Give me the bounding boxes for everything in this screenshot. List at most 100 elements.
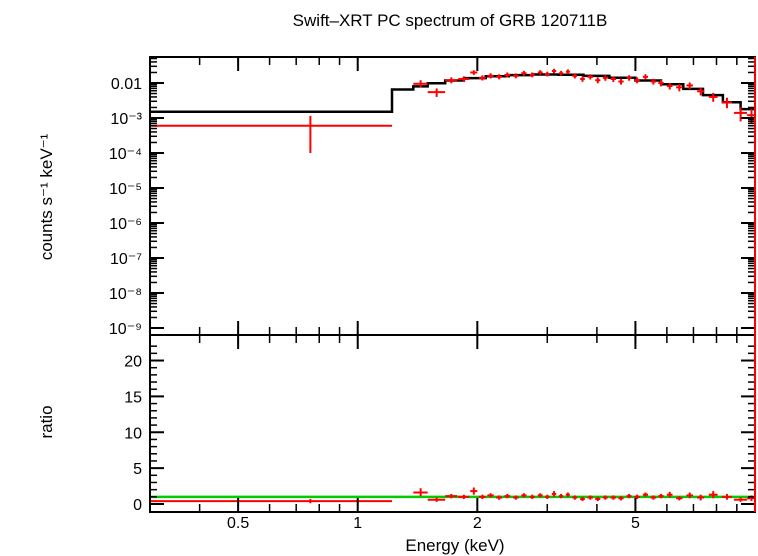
data-point [487, 73, 494, 79]
ratio-point [487, 493, 494, 498]
ratio-point [544, 494, 550, 499]
ratio-point [470, 487, 478, 495]
ratio-point [150, 498, 393, 504]
data-point [572, 73, 578, 79]
ratio-point [602, 495, 608, 500]
ratio-point [445, 493, 458, 499]
data-point [642, 74, 649, 80]
ratio-point [708, 491, 718, 499]
ratio-point [634, 494, 640, 499]
ratio-point [595, 496, 601, 502]
data-point [504, 72, 511, 78]
ratio-point [610, 495, 617, 500]
data-point [558, 70, 564, 76]
ratio-point [551, 491, 557, 497]
ratio-point [626, 493, 632, 499]
ratio-point [479, 494, 486, 499]
data-point [445, 77, 458, 84]
x-axis-label: Energy (keV) [405, 536, 504, 555]
top-y-tick-label: 0.01 [111, 76, 142, 93]
ratio-point [413, 488, 428, 497]
ratio-point [666, 491, 673, 498]
data-point [626, 75, 632, 81]
data-point [634, 77, 640, 84]
data-point [496, 74, 503, 80]
data-point [513, 73, 519, 79]
data-point [587, 74, 593, 80]
ratio-point [642, 492, 649, 497]
ratio-point [676, 496, 683, 501]
data-point [658, 79, 664, 87]
data-point [697, 87, 705, 96]
ratio-point [565, 492, 570, 497]
top-y-tick-label: 10⁻⁵ [109, 181, 142, 198]
data-point [413, 80, 428, 88]
data-point [618, 78, 624, 85]
ratio-point [513, 495, 519, 500]
top-y-tick-label: 10⁻⁶ [109, 216, 142, 233]
data-point [427, 88, 446, 97]
ratio-points [150, 487, 755, 504]
ratio-point [537, 493, 543, 498]
top-y-tick-label: 10⁻⁹ [109, 321, 142, 338]
top-y-tick-label: 10⁻⁷ [110, 251, 142, 268]
data-point [721, 97, 732, 109]
data-point [666, 83, 673, 90]
ratio-point [529, 494, 535, 499]
ratio-point [521, 493, 527, 498]
bottom-y-tick-label: 5 [133, 461, 142, 478]
ratio-point [721, 493, 732, 500]
top-panel: 0.01 10⁻³ 10⁻⁴ 10⁻⁵ 10⁻⁶ 10⁻⁷ 10⁻⁸ 10⁻⁹ [109, 56, 756, 338]
ratio-point [658, 493, 664, 499]
ratio-point [504, 493, 511, 499]
top-y-ticks: 0.01 10⁻³ 10⁻⁴ 10⁻⁵ 10⁻⁶ 10⁻⁷ 10⁻⁸ 10⁻⁹ [109, 57, 755, 338]
bottom-panel-frame [149, 334, 756, 513]
bottom-y-tick-label: 0 [133, 497, 142, 514]
bottom-y-tick-label: 20 [124, 354, 142, 371]
top-y-tick-label: 10⁻⁴ [109, 146, 142, 163]
data-point [551, 68, 557, 74]
ratio-point [572, 495, 578, 500]
ratio-point [558, 493, 564, 499]
data-point [708, 92, 718, 102]
data-point [733, 107, 748, 122]
bottom-y-tick-label: 10 [124, 425, 142, 442]
data-point [676, 84, 683, 92]
data-point [470, 70, 478, 75]
ratio-point [427, 497, 446, 502]
data-point [479, 75, 486, 81]
data-points [150, 68, 755, 153]
ratio-point [618, 496, 624, 501]
data-point [150, 115, 393, 153]
top-panel-frame [149, 56, 756, 336]
data-point [565, 69, 570, 75]
ratio-point [496, 495, 503, 500]
x-tick-label: 5 [631, 515, 640, 532]
top-y-axis-label: counts s⁻¹ keV⁻¹ [37, 133, 56, 260]
data-point [521, 70, 527, 76]
data-point [529, 72, 535, 78]
data-point [602, 75, 608, 81]
ratio-point [458, 494, 470, 499]
x-tick-labels: 0.5 1 2 5 [149, 57, 756, 532]
data-point [610, 76, 617, 82]
data-point [580, 76, 585, 82]
bottom-y-ticks: 0 5 10 15 20 [124, 345, 755, 514]
x-tick-label: 1 [353, 515, 362, 532]
data-point [458, 76, 470, 82]
data-point [544, 71, 550, 77]
model-curve [150, 73, 755, 114]
ratio-point [697, 494, 705, 501]
top-y-tick-label: 10⁻³ [110, 111, 142, 128]
data-point [686, 82, 693, 90]
ratio-point [686, 492, 693, 499]
data-point [650, 78, 657, 85]
x-tick-label: 0.5 [227, 515, 249, 532]
data-point [537, 70, 543, 75]
ratio-point [587, 495, 593, 500]
bottom-y-axis-label: ratio [37, 405, 56, 438]
chart-title: Swift–XRT PC spectrum of GRB 120711B [293, 11, 608, 30]
ratio-point [733, 497, 748, 502]
bottom-y-tick-label: 15 [124, 389, 142, 406]
